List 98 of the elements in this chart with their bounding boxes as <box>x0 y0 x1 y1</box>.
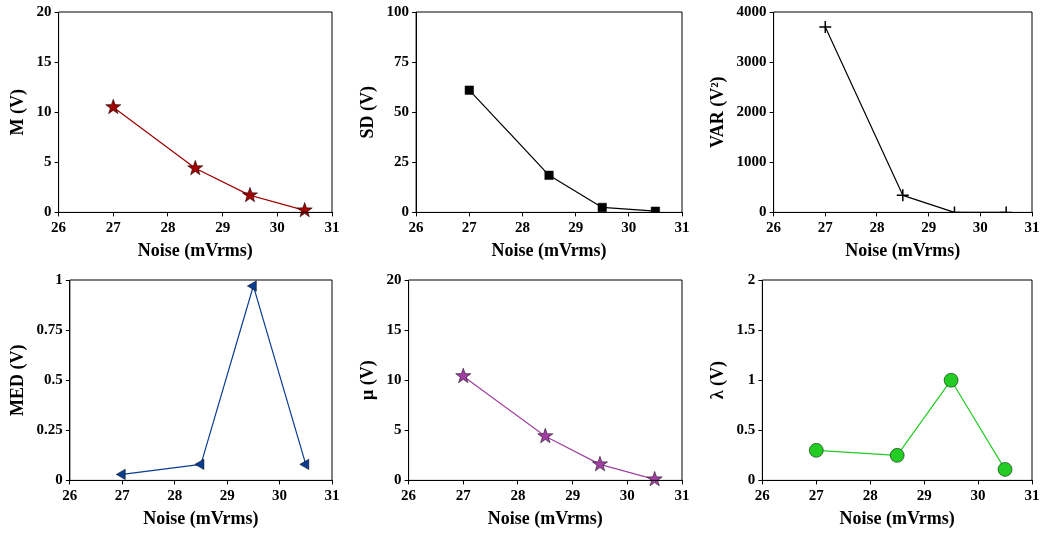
y-tick-label: 20 <box>386 270 402 287</box>
y-tick-label: 10 <box>386 371 402 388</box>
x-tick-label: 30 <box>272 487 288 504</box>
point <box>299 458 310 470</box>
point <box>455 367 472 383</box>
x-tick-label: 29 <box>568 219 584 236</box>
point <box>187 160 204 176</box>
y-tick-label: 3000 <box>736 52 767 69</box>
x-tick-label: 31 <box>674 219 690 236</box>
x-tick-label: 26 <box>766 219 782 236</box>
x-axis-title: Noise (mVrms) <box>137 239 253 261</box>
y-tick-label: 0 <box>55 471 63 488</box>
y-tick-label: 0 <box>759 203 767 220</box>
point <box>242 187 258 203</box>
x-tick-label: 27 <box>808 487 825 504</box>
point <box>194 458 205 470</box>
point <box>544 170 554 180</box>
x-tick-label: 28 <box>514 219 530 236</box>
x-tick-label: 26 <box>401 487 417 504</box>
y-tick-label: 2000 <box>736 103 767 120</box>
x-axis-title: Noise (mVrms) <box>143 507 259 529</box>
point <box>116 468 126 480</box>
point <box>889 448 905 463</box>
x-tick-label: 26 <box>754 487 771 504</box>
y-tick-label: 0.75 <box>36 320 63 337</box>
y-tick-label: 15 <box>386 320 402 337</box>
y-tick-label: 1000 <box>736 153 767 170</box>
point <box>997 462 1013 477</box>
point <box>464 85 474 95</box>
x-tick-label: 27 <box>455 487 472 504</box>
x-tick-label: 29 <box>219 487 235 504</box>
x-tick-label: 29 <box>916 487 932 504</box>
point <box>537 428 554 444</box>
y-tick-label: 1.5 <box>736 320 756 337</box>
x-tick-label: 30 <box>269 219 285 236</box>
point <box>597 202 607 212</box>
x-tick-label: 31 <box>674 487 690 504</box>
y-tick-label: 0 <box>747 471 756 488</box>
y-axis-title: λ (V) <box>707 361 729 400</box>
x-axis-title: Noise (mVrms) <box>487 507 603 529</box>
y-tick-label: 50 <box>394 103 410 120</box>
y-tick-label: 15 <box>36 52 52 69</box>
x-tick-label: 30 <box>619 487 635 504</box>
y-axis-title: M (V) <box>7 88 29 136</box>
x-tick-label: 28 <box>869 219 885 236</box>
x-tick-label: 27 <box>114 487 131 504</box>
point <box>809 443 824 458</box>
x-tick-label: 30 <box>621 219 637 236</box>
x-tick-label: 27 <box>105 219 122 236</box>
x-tick-label: 28 <box>510 487 526 504</box>
y-tick-label: 5 <box>44 153 52 170</box>
y-tick-label: 0 <box>394 471 402 488</box>
y-tick-label: 0.5 <box>736 421 756 438</box>
x-tick-label: 29 <box>921 219 937 236</box>
point <box>943 372 959 388</box>
point <box>296 202 313 218</box>
x-axis-title: Noise (mVrms) <box>845 239 961 261</box>
x-tick-label: 26 <box>51 219 67 236</box>
y-axis-title: VAR (V²) <box>707 76 729 148</box>
y-axis-title: μ (V) <box>357 360 379 401</box>
x-tick-label: 26 <box>62 487 78 504</box>
y-tick-label: 1 <box>55 270 63 287</box>
point <box>646 471 663 487</box>
x-tick-label: 30 <box>970 487 986 504</box>
x-tick-label: 31 <box>324 219 340 236</box>
y-tick-label: 0.5 <box>44 371 63 388</box>
y-tick-label: 4000 <box>736 2 767 19</box>
y-tick-label: 1 <box>747 371 756 388</box>
y-tick-label: 5 <box>394 421 402 438</box>
x-tick-label: 27 <box>817 219 834 236</box>
y-tick-label: 100 <box>386 2 410 19</box>
x-tick-label: 31 <box>324 487 340 504</box>
y-tick-label: 25 <box>394 153 410 170</box>
point <box>105 98 122 114</box>
y-tick-label: 2 <box>747 270 756 287</box>
x-tick-label: 28 <box>862 487 878 504</box>
point <box>247 280 257 292</box>
x-tick-label: 27 <box>461 219 478 236</box>
x-axis-title: Noise (mVrms) <box>839 507 955 529</box>
point <box>592 456 608 472</box>
x-tick-label: 29 <box>215 219 231 236</box>
y-tick-label: 20 <box>36 2 52 19</box>
x-tick-label: 26 <box>408 219 425 236</box>
x-tick-label: 28 <box>167 487 183 504</box>
y-axis-title: MED (V) <box>7 344 29 416</box>
x-tick-label: 28 <box>160 219 176 236</box>
y-tick-label: 75 <box>394 52 410 69</box>
x-tick-label: 31 <box>1024 219 1040 236</box>
x-tick-label: 29 <box>565 487 581 504</box>
y-tick-label: 0 <box>401 203 410 220</box>
point <box>650 206 660 213</box>
y-tick-label: 0.25 <box>36 421 63 438</box>
y-axis-title: SD (V) <box>357 85 379 139</box>
x-axis-title: Noise (mVrms) <box>491 239 607 261</box>
y-tick-label: 10 <box>36 103 52 120</box>
x-tick-label: 31 <box>1024 487 1040 504</box>
x-tick-label: 30 <box>972 219 988 236</box>
y-tick-label: 0 <box>44 203 52 220</box>
